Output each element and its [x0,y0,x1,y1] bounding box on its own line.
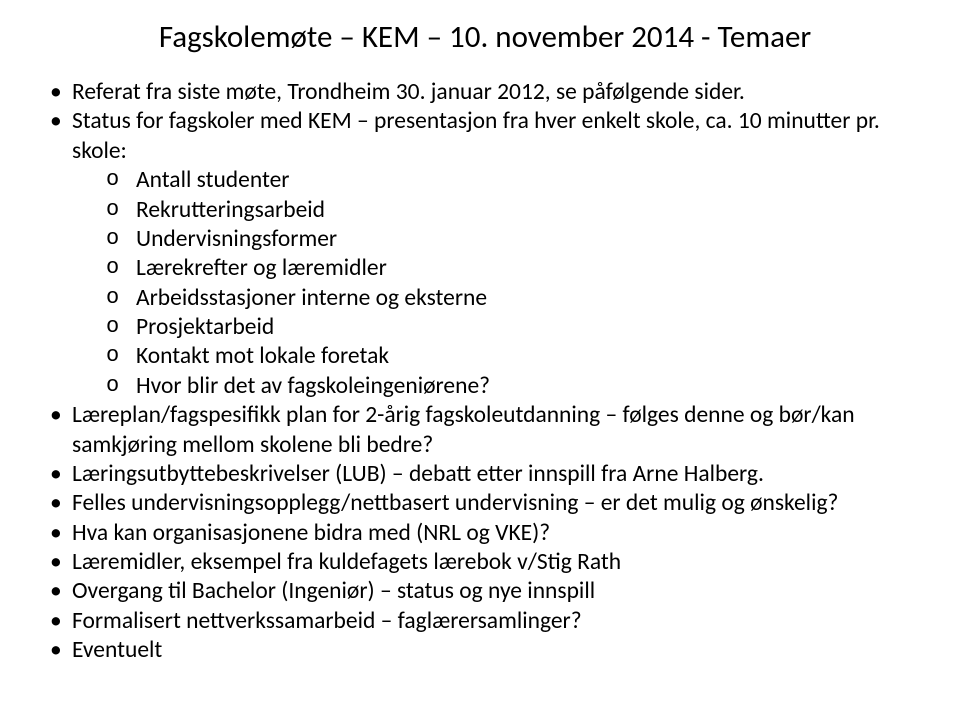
list-item: Overgang til Bachelor (Ingeniør) – statu… [50,577,920,606]
list-item-text: Status for fagskoler med KEM – presentas… [72,107,880,164]
list-item: Felles undervisningsopplegg/nettbasert u… [50,489,920,518]
list-item-text: Hva kan organisasjonene bidra med (NRL o… [72,519,550,547]
document-page: Fagskolemøte – KEM – 10. november 2014 -… [0,0,960,666]
sub-list-item-text: Rekrutteringsarbeid [136,196,325,224]
list-item: Læremidler, eksempel fra kuldefagets lær… [50,548,920,577]
list-item-text: Referat fra siste møte, Trondheim 30. ja… [72,78,745,106]
sub-list-item-text: Prosjektarbeid [136,313,274,341]
sub-list-item-text: Kontakt mot lokale foretak [136,342,389,370]
sub-list-item-text: Hvor blir det av fagskoleingeniørene? [136,372,490,400]
sub-list-item: Lærekrefter og læremidler [106,254,920,283]
sub-list-item: Antall studenter [106,166,920,195]
sub-list-item: Prosjektarbeid [106,313,920,342]
sub-list-item-text: Lærekrefter og læremidler [136,254,387,282]
sub-list: Antall studenterRekrutteringsarbeidUnder… [72,166,920,401]
sub-list-item: Kontakt mot lokale foretak [106,342,920,371]
list-item-text: Læreplan/fagspesifikk plan for 2-årig fa… [72,401,855,458]
sub-list-item: Arbeidsstasjoner interne og eksterne [106,284,920,313]
list-item: Læringsutbyttebeskrivelser (LUB) – debat… [50,460,920,489]
main-list: Referat fra siste møte, Trondheim 30. ja… [50,78,920,666]
list-item: Læreplan/fagspesifikk plan for 2-årig fa… [50,401,920,460]
list-item-text: Eventuelt [72,636,162,664]
page-title: Fagskolemøte – KEM – 10. november 2014 -… [50,18,920,56]
sub-list-item-text: Antall studenter [136,166,289,194]
list-item: Referat fra siste møte, Trondheim 30. ja… [50,78,920,107]
sub-list-item-text: Undervisningsformer [136,225,337,253]
list-item-text: Læringsutbyttebeskrivelser (LUB) – debat… [72,460,764,488]
sub-list-item: Undervisningsformer [106,225,920,254]
list-item-text: Formalisert nettverkssamarbeid – faglære… [72,607,582,635]
sub-list-item: Hvor blir det av fagskoleingeniørene? [106,372,920,401]
list-item-text: Læremidler, eksempel fra kuldefagets lær… [72,548,621,576]
list-item-text: Felles undervisningsopplegg/nettbasert u… [72,489,838,517]
sub-list-item: Rekrutteringsarbeid [106,196,920,225]
list-item: Formalisert nettverkssamarbeid – faglære… [50,607,920,636]
list-item: Status for fagskoler med KEM – presentas… [50,107,920,401]
list-item: Eventuelt [50,636,920,665]
list-item: Hva kan organisasjonene bidra med (NRL o… [50,519,920,548]
list-item-text: Overgang til Bachelor (Ingeniør) – statu… [72,577,595,605]
sub-list-item-text: Arbeidsstasjoner interne og eksterne [136,284,487,312]
